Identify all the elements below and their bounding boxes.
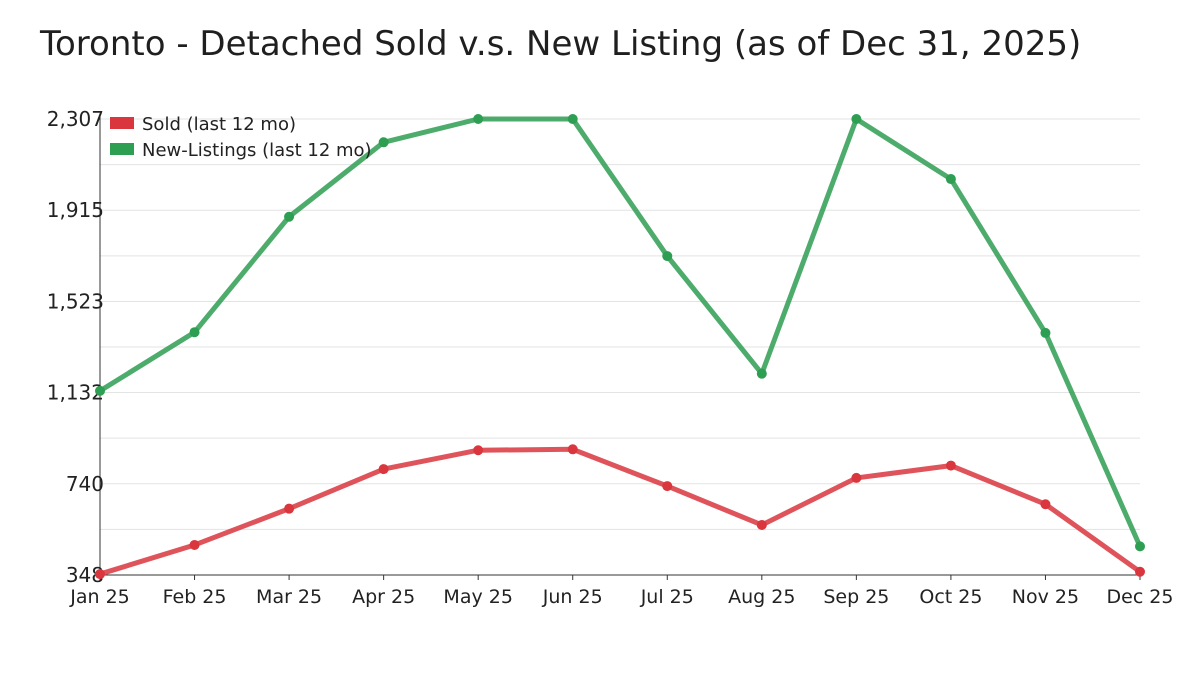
series-sold [95, 444, 1145, 580]
new-listings-point [189, 327, 200, 338]
new-listings-point [945, 174, 956, 185]
new-listings-point [1135, 541, 1145, 552]
sold-point [756, 519, 767, 530]
sold-point [1040, 499, 1051, 510]
axes [99, 115, 1140, 576]
sold-point [284, 503, 295, 514]
x-tick-label: Apr 25 [352, 586, 415, 608]
x-tick-label: Sep 25 [823, 586, 889, 608]
sold-point [1135, 566, 1145, 577]
sold-point [95, 569, 105, 580]
new-listings-point [378, 137, 389, 148]
x-tick-label: Jun 25 [542, 586, 603, 608]
y-tick-label: 1,523 [47, 289, 104, 313]
sold-line [97, 446, 1143, 577]
legend-swatch [110, 117, 134, 129]
new-listings-point [284, 211, 295, 222]
sold-point [851, 472, 862, 483]
chart-title: Toronto - Detached Sold v.s. New Listing… [40, 24, 1082, 64]
x-tick-label: Jan 25 [69, 586, 130, 608]
x-tick-label: Mar 25 [256, 586, 322, 608]
y-tick-label: 1,915 [47, 198, 104, 222]
new-listings-point [851, 114, 862, 124]
x-axis-ticks: Jan 25 Feb 25 Mar 25 Apr 25 May 25 Jun 25 Jul … [69, 575, 1173, 608]
series-layer [95, 114, 1145, 580]
x-tick-label: Feb 25 [163, 586, 227, 608]
sold-point [189, 539, 200, 550]
legend-label: New-Listings (last 12 mo) [142, 140, 372, 161]
legend: Sold (last 12 mo) New-Listings (last 12 m… [110, 114, 372, 161]
new-listings-line [97, 116, 1143, 549]
x-tick-label: Nov 25 [1012, 586, 1079, 608]
new-listings-point [1040, 327, 1051, 338]
y-tick-label: 2,307 [47, 107, 104, 131]
x-tick-label: Dec 25 [1107, 586, 1174, 608]
legend-label: Sold (last 12 mo) [142, 114, 296, 135]
gridlines [100, 118, 1140, 530]
new-listings-point [473, 114, 484, 124]
new-listings-point [756, 368, 767, 379]
x-tick-label: May 25 [443, 586, 513, 608]
sold-point [567, 444, 578, 455]
x-tick-label: Jul 25 [640, 586, 694, 608]
legend-swatch [110, 143, 134, 155]
y-tick-label: 1,132 [47, 381, 104, 405]
series-new-listings [95, 114, 1145, 552]
y-tick-label: 740 [66, 472, 104, 496]
sold-point [473, 445, 484, 456]
x-tick-label: Aug 25 [728, 586, 795, 608]
new-listings-point [662, 251, 673, 262]
new-listings-point [567, 114, 578, 124]
x-tick-label: Oct 25 [919, 586, 982, 608]
sold-point [662, 481, 673, 492]
sold-point [378, 464, 389, 475]
sold-point [945, 460, 956, 471]
new-listings-point [95, 385, 105, 396]
